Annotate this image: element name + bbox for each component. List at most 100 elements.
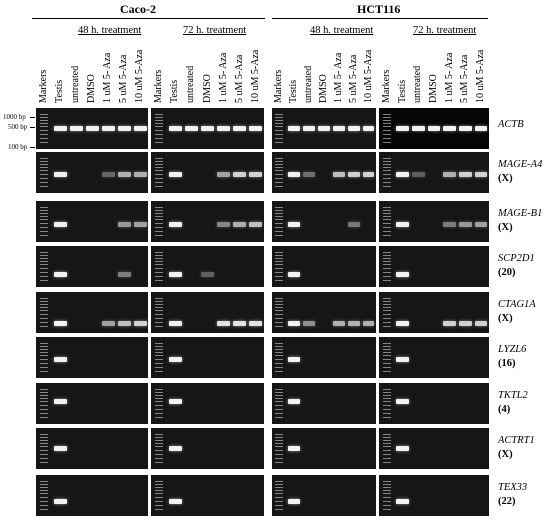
ladder-band bbox=[155, 216, 164, 217]
ladder-band bbox=[155, 413, 164, 414]
ladder-band bbox=[155, 454, 164, 455]
band-aza10 bbox=[362, 321, 375, 326]
gene-label-mage-a4: MAGE-A4 bbox=[498, 159, 543, 170]
band-aza5 bbox=[233, 172, 247, 177]
ladder-band bbox=[40, 268, 48, 269]
ladder-band bbox=[40, 255, 48, 256]
ladder-band bbox=[382, 310, 391, 311]
lane-label-hct116_48h-10-um-5-aza: 10 uM 5-Aza bbox=[362, 49, 374, 103]
band-aza1 bbox=[332, 321, 345, 326]
ladder-band bbox=[382, 216, 391, 217]
ladder-band bbox=[275, 210, 284, 211]
ladder-band bbox=[155, 440, 164, 441]
ladder-band bbox=[40, 304, 48, 305]
ladder-band bbox=[382, 252, 391, 253]
band-testis bbox=[288, 222, 301, 227]
band-aza5 bbox=[459, 321, 472, 326]
ladder-band bbox=[382, 359, 391, 360]
band-testis bbox=[168, 499, 182, 504]
band-aza5 bbox=[459, 172, 472, 177]
ladder-band bbox=[275, 359, 284, 360]
gel-caco2_48h-lyzl6 bbox=[36, 337, 148, 378]
gene-label-lyzl6: LYZL6 bbox=[498, 344, 527, 355]
ladder-band bbox=[382, 405, 391, 406]
ladder-band bbox=[275, 434, 284, 435]
band-aza10 bbox=[474, 126, 488, 131]
ladder-band bbox=[275, 207, 284, 208]
ladder-band bbox=[40, 349, 48, 350]
ladder-band bbox=[155, 322, 164, 323]
lane-label-hct116_72h-5-um-5-aza: 5 uM 5-Aza bbox=[459, 54, 471, 103]
ladder-band bbox=[275, 389, 284, 390]
ladder-band bbox=[382, 363, 391, 364]
ladder-band bbox=[275, 398, 284, 399]
ladder-band bbox=[155, 352, 164, 353]
ladder-band bbox=[382, 138, 391, 139]
ladder-band bbox=[40, 501, 48, 502]
lane-label-caco2_48h-untreated: untreated bbox=[70, 65, 81, 103]
ladder-band bbox=[382, 268, 391, 269]
ladder-band bbox=[382, 161, 391, 162]
ladder-band bbox=[382, 352, 391, 353]
band-testis bbox=[288, 446, 301, 451]
ladder-band bbox=[155, 318, 164, 319]
band-aza5 bbox=[233, 126, 247, 131]
ladder-band bbox=[155, 117, 164, 118]
ladder-band bbox=[155, 310, 164, 311]
gel-caco2_72h-scp2d1 bbox=[151, 246, 264, 287]
gel-caco2_48h-mage-a4 bbox=[36, 152, 148, 193]
ladder-band bbox=[155, 252, 164, 253]
ladder-band bbox=[40, 493, 48, 494]
ladder-band bbox=[40, 314, 48, 315]
band-aza10 bbox=[249, 222, 263, 227]
ladder-band bbox=[155, 450, 164, 451]
ladder-band bbox=[382, 367, 391, 368]
band-aza5 bbox=[233, 321, 247, 326]
ladder-band bbox=[382, 487, 391, 488]
ladder-band bbox=[382, 349, 391, 350]
ladder-band bbox=[275, 454, 284, 455]
ladder-band bbox=[40, 227, 48, 228]
ladder-band bbox=[155, 371, 164, 372]
ladder-band bbox=[275, 505, 284, 506]
ladder-band bbox=[382, 142, 391, 143]
band-aza10 bbox=[474, 321, 488, 326]
ladder-band bbox=[275, 314, 284, 315]
band-testis bbox=[53, 399, 67, 404]
ladder-band bbox=[275, 268, 284, 269]
ladder-band bbox=[40, 174, 48, 175]
ladder-band bbox=[275, 443, 284, 444]
band-aza10 bbox=[249, 321, 263, 326]
gel-hct116_72h-mage-a4 bbox=[379, 152, 489, 193]
ladder-band bbox=[382, 272, 391, 273]
band-untreated bbox=[303, 321, 316, 326]
ladder-band bbox=[275, 164, 284, 165]
ladder-band bbox=[155, 505, 164, 506]
lane-label-caco2_72h-testis: Testis bbox=[169, 79, 181, 103]
ladder-band bbox=[382, 126, 391, 127]
ladder-band bbox=[382, 501, 391, 502]
ladder-band bbox=[382, 462, 391, 463]
ladder-band bbox=[155, 298, 164, 299]
ladder-band bbox=[40, 114, 48, 115]
band-dmso bbox=[200, 272, 215, 277]
ladder-band bbox=[155, 509, 164, 510]
ladder-band bbox=[40, 310, 48, 311]
ladder-band bbox=[382, 298, 391, 299]
band-testis bbox=[168, 357, 182, 362]
ladder-band bbox=[155, 138, 164, 139]
ladder-band bbox=[382, 443, 391, 444]
band-testis bbox=[53, 172, 67, 177]
ladder-band bbox=[40, 252, 48, 253]
ladder-band bbox=[155, 258, 164, 259]
ladder-band bbox=[382, 346, 391, 347]
band-dmso bbox=[318, 126, 330, 131]
ladder-band bbox=[155, 314, 164, 315]
band-aza1 bbox=[443, 321, 457, 326]
ladder-band bbox=[40, 409, 48, 410]
ladder-band bbox=[382, 417, 391, 418]
band-aza5 bbox=[347, 172, 360, 177]
band-aza5 bbox=[347, 222, 360, 227]
ladder-band bbox=[40, 130, 48, 131]
ladder-band bbox=[40, 458, 48, 459]
